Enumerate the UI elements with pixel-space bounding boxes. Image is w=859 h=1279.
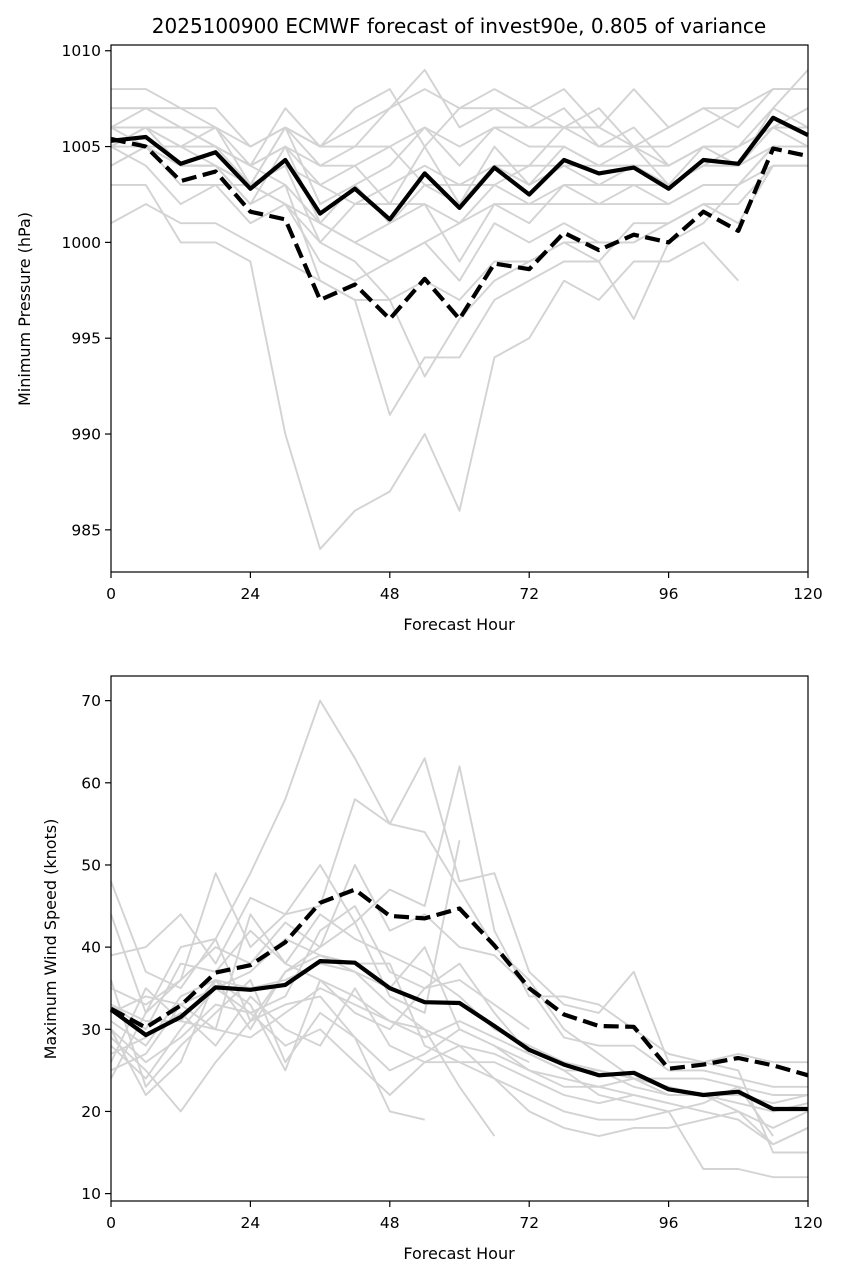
pressure-x-tick-label: 120 <box>793 585 823 603</box>
wind-y-tick-label: 20 <box>81 1103 101 1121</box>
wind-ensemble-member-line-14 <box>110 979 425 1121</box>
wind-x-tick-label: 96 <box>659 1214 679 1232</box>
wind-y-tick-label: 70 <box>81 692 101 710</box>
pressure-weighted-mean-dashed-line <box>110 136 809 322</box>
pressure-x-tick-label: 48 <box>380 585 400 603</box>
wind-ensemble-member-line-3 <box>110 864 808 1088</box>
pressure-ensemble-member-line-10 <box>110 68 808 148</box>
pressure-x-tick-label: 72 <box>519 585 539 603</box>
pressure-ensemble-mean-line <box>110 115 809 222</box>
wind-ensemble-member-line-6 <box>110 905 808 1179</box>
pressure-x-tick-label: 96 <box>659 585 679 603</box>
wind-ensemble-member-line-9 <box>110 987 774 1137</box>
wind-ensemble-mean-line <box>109 958 808 1112</box>
wind-y-tick-label: 60 <box>81 774 101 792</box>
pressure-plot-frame <box>110 44 809 573</box>
pressure-y-tick-label: 1005 <box>62 138 101 156</box>
pressure-x-tick-label: 0 <box>106 585 116 603</box>
pressure-y-tick-label: 995 <box>71 330 101 348</box>
wind-x-axis-label: Forecast Hour <box>403 1244 515 1263</box>
wind-x-tick-label: 120 <box>793 1214 823 1232</box>
pressure-ensemble-member-line-6 <box>110 145 808 416</box>
wind-x-tick-label: 72 <box>519 1214 539 1232</box>
wind-y-tick-label: 50 <box>81 856 101 874</box>
wind-ticks-layer: 0 24 48 72 96 120 10 20 30 40 50 60 70 <box>81 692 823 1232</box>
pressure-y-tick-label: 1010 <box>62 42 101 60</box>
pressure-x-axis-label: Forecast Hour <box>403 615 515 634</box>
wind-y-tick-label: 30 <box>81 1021 101 1039</box>
wind-series-layer <box>109 699 809 1179</box>
wind-y-axis-label: Maximum Wind Speed (knots) <box>41 819 60 1060</box>
wind-weighted-mean-dashed-line <box>109 887 809 1078</box>
chart-title: 2025100900 ECMWF forecast of invest90e, … <box>152 14 766 38</box>
pressure-y-tick-label: 985 <box>71 521 101 539</box>
pressure-ticks-layer: 0 24 48 72 96 120 985 990 995 1000 1005 1010 <box>62 42 823 603</box>
pressure-ensemble-member-line-5 <box>111 183 740 550</box>
wind-x-tick-label: 0 <box>106 1214 116 1232</box>
wind-ensemble-member-line-2 <box>110 765 808 1064</box>
wind-y-tick-label: 40 <box>81 939 101 957</box>
wind-ensemble-member-line-1 <box>110 757 808 1154</box>
pressure-ensemble-member-line-15 <box>111 126 808 186</box>
pressure-chart: 2025100900 ECMWF forecast of invest90e, … <box>15 14 823 634</box>
wind-chart: 0 24 48 72 96 120 10 20 30 40 50 60 70 Forecast Hour… <box>41 675 823 1263</box>
pressure-ensemble-member-line-13 <box>110 107 809 225</box>
wind-ensemble-member-line-13 <box>110 946 530 1064</box>
wind-y-tick-label: 10 <box>81 1185 101 1203</box>
pressure-y-tick-label: 990 <box>71 426 101 444</box>
wind-x-tick-label: 48 <box>380 1214 400 1232</box>
pressure-series-layer <box>110 68 809 550</box>
pressure-x-tick-label: 24 <box>241 585 261 603</box>
pressure-y-tick-label: 1000 <box>62 234 101 252</box>
wind-ensemble-member-line-16 <box>110 979 530 1096</box>
wind-plot-frame <box>110 675 809 1202</box>
pressure-y-axis-label: Minimum Pressure (hPa) <box>15 212 34 406</box>
wind-x-tick-label: 24 <box>241 1214 261 1232</box>
